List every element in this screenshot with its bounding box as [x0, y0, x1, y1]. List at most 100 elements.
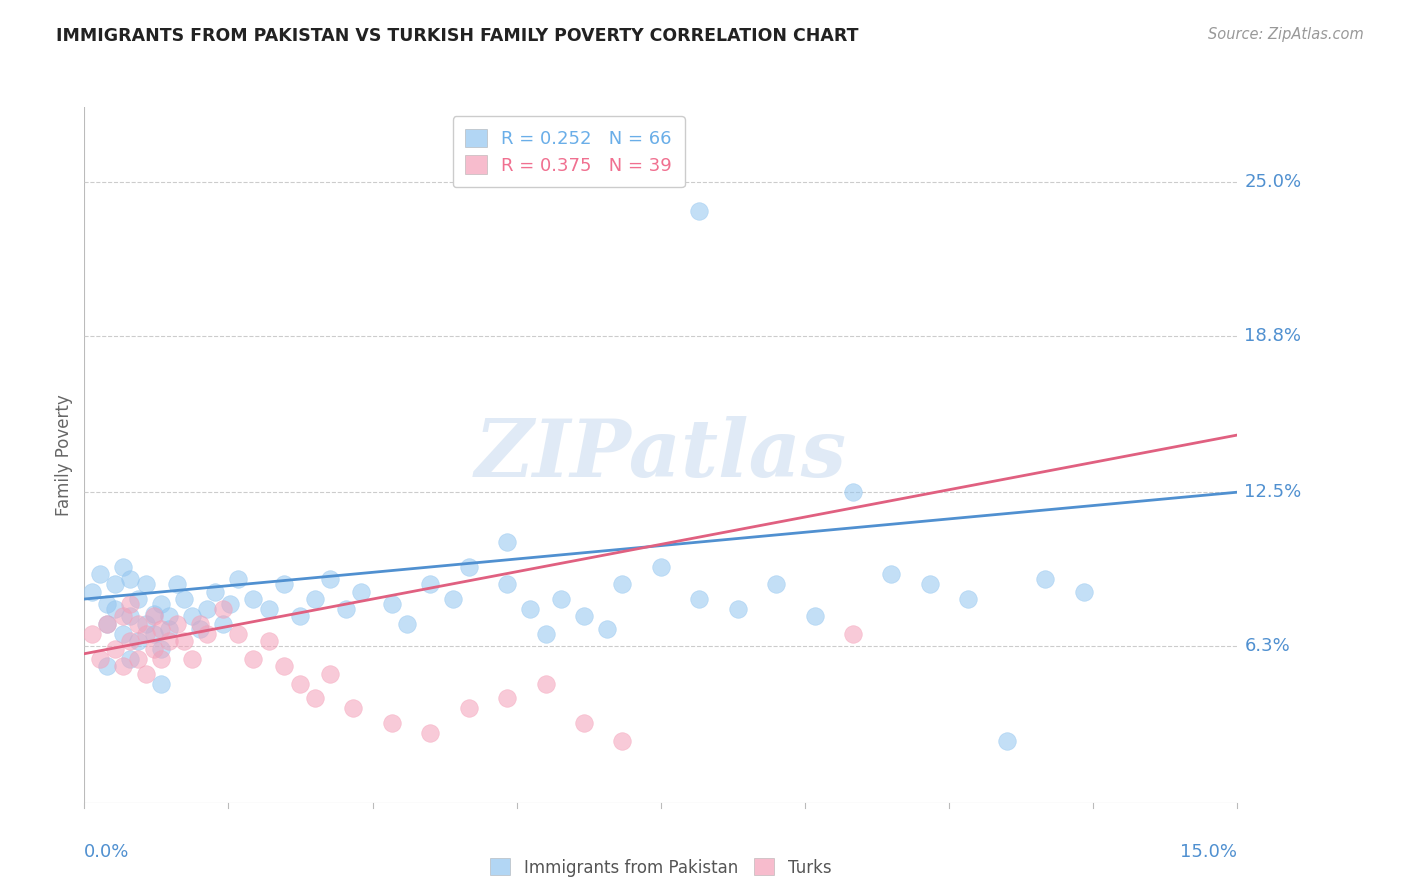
Point — [142, 641, 165, 656]
Point — [127, 616, 149, 631]
Point — [211, 602, 233, 616]
Point — [219, 597, 242, 611]
Text: Source: ZipAtlas.com: Source: ZipAtlas.com — [1208, 27, 1364, 42]
Point — [519, 602, 541, 616]
Point — [957, 592, 980, 607]
Point — [995, 733, 1018, 747]
Point — [550, 592, 572, 607]
Point — [612, 733, 634, 747]
Point — [188, 616, 211, 631]
Point — [727, 602, 749, 616]
Y-axis label: Family Poverty: Family Poverty — [55, 394, 73, 516]
Point — [572, 609, 595, 624]
Point — [188, 622, 211, 636]
Point — [127, 592, 149, 607]
Point — [842, 627, 865, 641]
Point — [612, 577, 634, 591]
Point — [226, 627, 249, 641]
Point — [120, 634, 142, 648]
Point — [1073, 584, 1095, 599]
Point — [120, 597, 142, 611]
Point — [1033, 572, 1056, 586]
Point — [304, 691, 326, 706]
Point — [195, 627, 218, 641]
Text: 18.8%: 18.8% — [1244, 326, 1302, 344]
Point — [419, 726, 441, 740]
Point — [96, 616, 118, 631]
Point — [381, 597, 404, 611]
Point — [166, 577, 188, 591]
Point — [150, 641, 173, 656]
Point — [181, 651, 204, 665]
Point — [257, 602, 280, 616]
Point — [89, 567, 111, 582]
Point — [842, 485, 865, 500]
Text: 6.3%: 6.3% — [1244, 637, 1291, 656]
Point — [89, 651, 111, 665]
Point — [80, 627, 103, 641]
Point — [918, 577, 941, 591]
Point — [120, 609, 142, 624]
Point — [880, 567, 903, 582]
Point — [496, 691, 519, 706]
Point — [342, 701, 364, 715]
Point — [288, 676, 311, 690]
Point — [135, 616, 157, 631]
Point — [135, 577, 157, 591]
Point — [157, 609, 180, 624]
Point — [226, 572, 249, 586]
Point — [150, 597, 173, 611]
Point — [650, 559, 672, 574]
Point — [135, 627, 157, 641]
Point — [96, 659, 118, 673]
Point — [80, 584, 103, 599]
Point — [195, 602, 218, 616]
Point — [688, 592, 710, 607]
Point — [381, 716, 404, 731]
Point — [319, 666, 342, 681]
Point — [166, 616, 188, 631]
Point — [142, 627, 165, 641]
Point — [335, 602, 357, 616]
Point — [496, 535, 519, 549]
Point — [173, 634, 195, 648]
Point — [803, 609, 825, 624]
Point — [242, 592, 264, 607]
Point — [127, 634, 149, 648]
Point — [688, 204, 710, 219]
Point — [120, 572, 142, 586]
Point — [150, 676, 173, 690]
Point — [534, 676, 557, 690]
Point — [104, 641, 127, 656]
Point — [150, 651, 173, 665]
Point — [273, 659, 295, 673]
Text: 25.0%: 25.0% — [1244, 172, 1302, 191]
Text: ZIPatlas: ZIPatlas — [475, 417, 846, 493]
Point — [350, 584, 373, 599]
Point — [127, 651, 149, 665]
Point — [319, 572, 342, 586]
Point — [441, 592, 464, 607]
Point — [120, 651, 142, 665]
Legend: Immigrants from Pakistan, Turks: Immigrants from Pakistan, Turks — [482, 850, 839, 885]
Point — [142, 609, 165, 624]
Point — [173, 592, 195, 607]
Point — [534, 627, 557, 641]
Point — [150, 622, 173, 636]
Point — [111, 627, 134, 641]
Point — [96, 616, 118, 631]
Point — [457, 559, 479, 574]
Point — [204, 584, 226, 599]
Point — [304, 592, 326, 607]
Point — [211, 616, 233, 631]
Text: 15.0%: 15.0% — [1180, 843, 1237, 861]
Point — [273, 577, 295, 591]
Point — [111, 609, 134, 624]
Point — [765, 577, 787, 591]
Point — [257, 634, 280, 648]
Point — [596, 622, 619, 636]
Point — [242, 651, 264, 665]
Point — [157, 622, 180, 636]
Text: 12.5%: 12.5% — [1244, 483, 1302, 501]
Point — [135, 666, 157, 681]
